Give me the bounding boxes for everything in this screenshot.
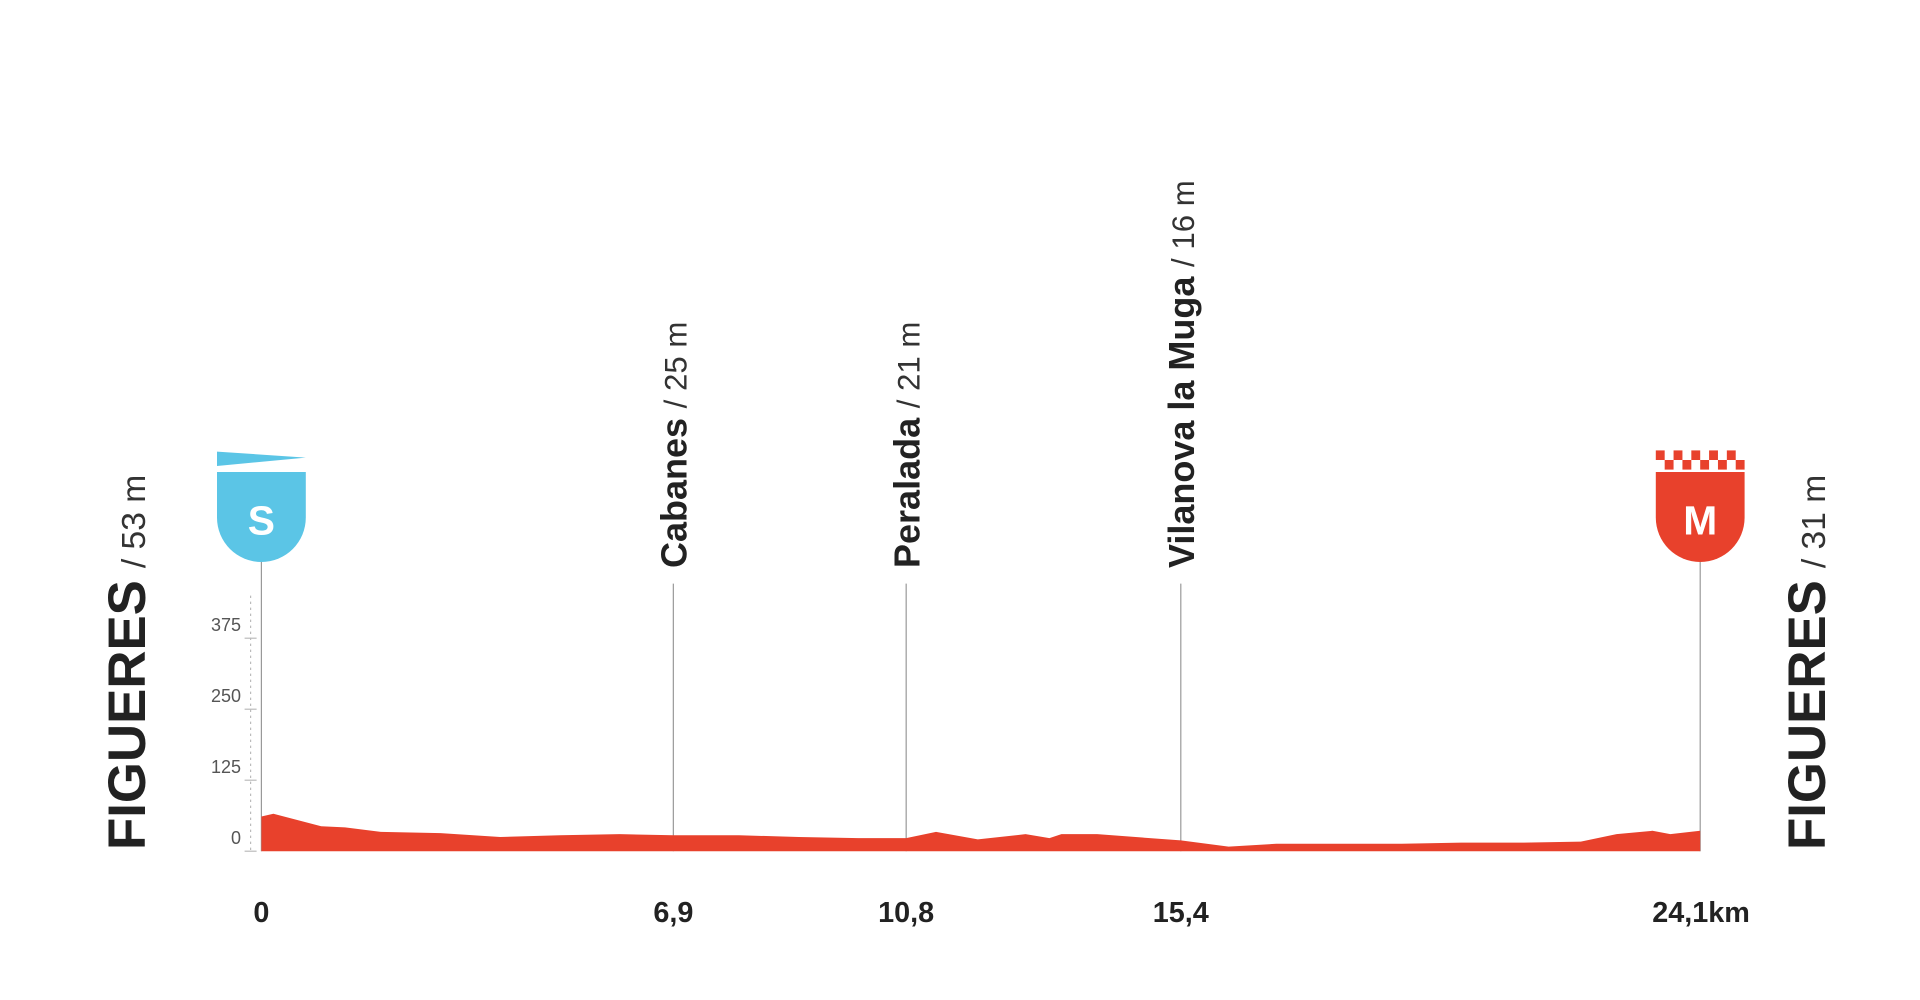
place-name: FIGUERES bbox=[1778, 580, 1837, 850]
finish-flag bbox=[1673, 450, 1683, 461]
badge: M bbox=[1655, 450, 1745, 562]
plot: 0 125 250 375 0 S FIGUERES / 53 m 6,9 Cabanes / 25… bbox=[98, 180, 1837, 929]
x-tick-label: 10,8 bbox=[878, 897, 934, 929]
finish-flag bbox=[1700, 460, 1710, 470]
finish-flag bbox=[1726, 450, 1736, 461]
finish-flag bbox=[1717, 460, 1727, 470]
place-elevation: / 25 m bbox=[659, 322, 694, 409]
finish-flag bbox=[1655, 450, 1665, 461]
elevation-area bbox=[261, 813, 1701, 852]
endpoint-label: FIGUERES / 53 m bbox=[98, 475, 157, 850]
place-elevation: / 31 m bbox=[1796, 475, 1833, 568]
x-tick-label: 24,1km bbox=[1652, 897, 1750, 929]
place-elevation: / 53 m bbox=[116, 475, 153, 568]
x-tick-label: 0 bbox=[253, 897, 269, 929]
place-elevation: / 21 m bbox=[891, 322, 926, 409]
endpoint-label: FIGUERES / 31 m bbox=[1778, 475, 1837, 850]
x-tick-label: 6,9 bbox=[653, 897, 693, 929]
place-name: FIGUERES bbox=[98, 580, 157, 850]
badge-letter: S bbox=[248, 497, 275, 543]
waypoint-label: Peralada / 21 m bbox=[886, 322, 927, 568]
y-tick-label: 375 bbox=[211, 615, 241, 635]
x-tick-label: 15,4 bbox=[1153, 897, 1209, 929]
y-tick-label: 0 bbox=[231, 828, 241, 848]
finish-flag bbox=[1735, 460, 1745, 470]
finish-flag bbox=[1691, 450, 1701, 461]
badge-shield bbox=[1655, 472, 1745, 562]
badge-shield bbox=[217, 472, 306, 562]
y-tick-label: 250 bbox=[211, 686, 241, 706]
badge-letter: M bbox=[1683, 497, 1717, 543]
place-name: Cabanes bbox=[654, 418, 695, 568]
finish-flag bbox=[1709, 450, 1718, 461]
waypoint-label: Vilanova la Muga / 16 m bbox=[1161, 180, 1202, 568]
place-name: Peralada bbox=[886, 417, 927, 568]
y-tick-label: 125 bbox=[211, 757, 241, 777]
place-name: Vilanova la Muga bbox=[1161, 276, 1202, 568]
finish-flag bbox=[1682, 460, 1692, 470]
start-flag bbox=[217, 451, 306, 467]
badge: S bbox=[217, 451, 306, 562]
place-elevation: / 16 m bbox=[1166, 180, 1201, 267]
finish-flag bbox=[1664, 460, 1674, 470]
waypoint-label: Cabanes / 25 m bbox=[654, 322, 695, 568]
